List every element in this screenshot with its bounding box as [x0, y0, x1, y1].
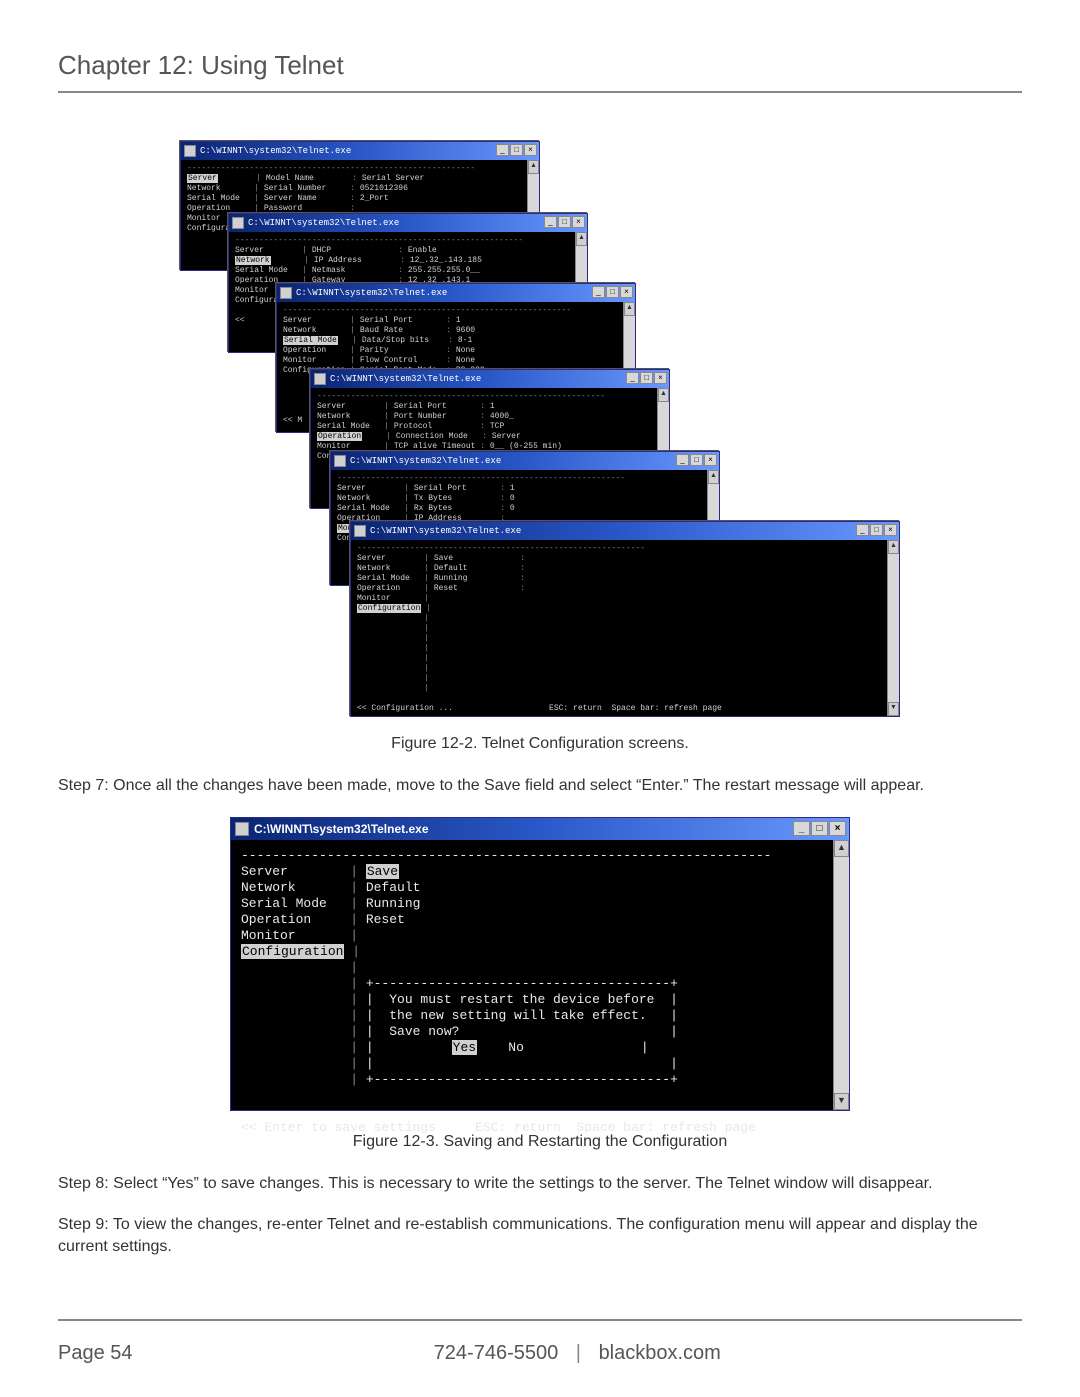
- telnet-save-window: C:\WINNT\system32\Telnet.exe _ □ × -----…: [230, 817, 850, 1111]
- close-button[interactable]: ×: [654, 372, 667, 384]
- footer-divider: [58, 1319, 1022, 1321]
- minimize-button[interactable]: _: [626, 372, 639, 384]
- telnet-window-6: C:\WINNT\system32\Telnet.exe _□× ---------…: [350, 521, 900, 717]
- scrollbar-vertical[interactable]: [887, 540, 899, 716]
- scrollbar-vertical[interactable]: [833, 840, 849, 1110]
- minimize-button[interactable]: _: [856, 524, 869, 536]
- minimize-button[interactable]: _: [676, 454, 689, 466]
- footer-site: blackbox.com: [599, 1342, 721, 1364]
- window-title: C:\WINNT\system32\Telnet.exe: [248, 218, 399, 228]
- step-9-text: Step 9: To view the changes, re-enter Te…: [58, 1214, 1022, 1257]
- page-footer: Page 54 724-746-5500 | blackbox.com: [58, 1342, 1022, 1365]
- close-button[interactable]: ×: [524, 144, 537, 156]
- close-button[interactable]: ×: [829, 821, 846, 836]
- page-number: Page 54: [58, 1342, 133, 1365]
- minimize-button[interactable]: _: [793, 821, 810, 836]
- window-titlebar[interactable]: C:\WINNT\system32\Telnet.exe _□×: [277, 284, 635, 302]
- maximize-button[interactable]: □: [510, 144, 523, 156]
- window-title: C:\WINNT\system32\Telnet.exe: [296, 288, 447, 298]
- telnet-cascade: C:\WINNT\system32\Telnet.exe_□×---------…: [180, 141, 900, 717]
- app-icon: [184, 145, 196, 157]
- chapter-title: Chapter 12: Using Telnet: [58, 50, 1022, 93]
- terminal-body: ----------------------------------------…: [351, 540, 899, 718]
- app-icon: [280, 287, 292, 299]
- terminal-body: ----------------------------------------…: [231, 840, 849, 1110]
- maximize-button[interactable]: □: [606, 286, 619, 298]
- footer-separator: |: [576, 1342, 581, 1364]
- app-icon: [334, 455, 346, 467]
- maximize-button[interactable]: □: [690, 454, 703, 466]
- window-titlebar[interactable]: C:\WINNT\system32\Telnet.exe _□×: [351, 522, 899, 540]
- maximize-button[interactable]: □: [558, 216, 571, 228]
- minimize-button[interactable]: _: [544, 216, 557, 228]
- window-title: C:\WINNT\system32\Telnet.exe: [200, 146, 351, 156]
- app-icon: [314, 373, 326, 385]
- close-button[interactable]: ×: [572, 216, 585, 228]
- window-titlebar[interactable]: C:\WINNT\system32\Telnet.exe _□×: [331, 452, 719, 470]
- window-title: C:\WINNT\system32\Telnet.exe: [254, 822, 429, 836]
- close-button[interactable]: ×: [884, 524, 897, 536]
- minimize-button[interactable]: _: [496, 144, 509, 156]
- step-8-text: Step 8: Select “Yes” to save changes. Th…: [58, 1173, 1022, 1195]
- window-titlebar[interactable]: C:\WINNT\system32\Telnet.exe _□×: [311, 370, 669, 388]
- window-titlebar[interactable]: C:\WINNT\system32\Telnet.exe _ □ ×: [231, 818, 849, 840]
- app-icon: [232, 217, 244, 229]
- maximize-button[interactable]: □: [640, 372, 653, 384]
- figure-12-2-caption: Figure 12-2. Telnet Configuration screen…: [58, 735, 1022, 753]
- window-titlebar[interactable]: C:\WINNT\system32\Telnet.exe _□×: [229, 214, 587, 232]
- window-title: C:\WINNT\system32\Telnet.exe: [370, 526, 521, 536]
- app-icon: [235, 822, 249, 836]
- step-7-text: Step 7: Once all the changes have been m…: [58, 775, 1022, 797]
- close-button[interactable]: ×: [704, 454, 717, 466]
- maximize-button[interactable]: □: [870, 524, 883, 536]
- footer-phone: 724-746-5500: [434, 1342, 559, 1364]
- app-icon: [354, 525, 366, 537]
- close-button[interactable]: ×: [620, 286, 633, 298]
- maximize-button[interactable]: □: [811, 821, 828, 836]
- window-title: C:\WINNT\system32\Telnet.exe: [350, 456, 501, 466]
- window-title: C:\WINNT\system32\Telnet.exe: [330, 374, 481, 384]
- window-titlebar[interactable]: C:\WINNT\system32\Telnet.exe _□×: [181, 142, 539, 160]
- minimize-button[interactable]: _: [592, 286, 605, 298]
